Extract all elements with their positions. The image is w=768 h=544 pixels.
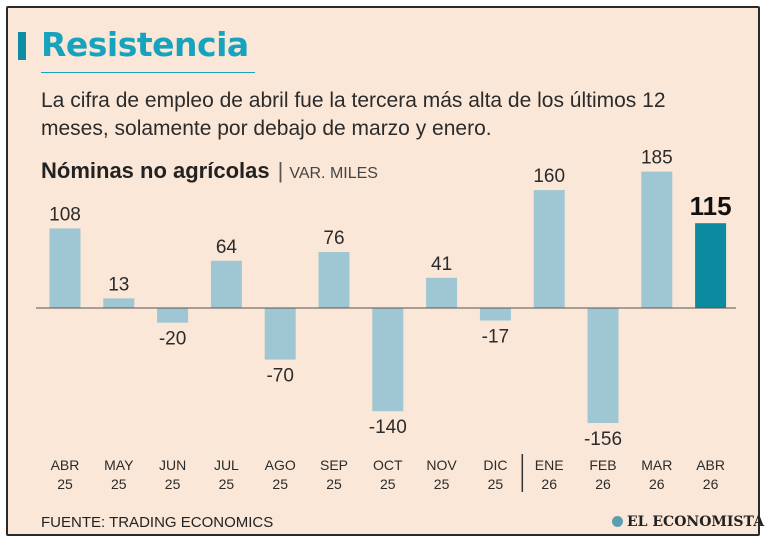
tick-label-month: JUN	[159, 457, 186, 473]
tick-label-year: 25	[380, 476, 396, 492]
value-label: -140	[369, 417, 407, 438]
tick-label-month: FEB	[589, 457, 616, 473]
tick-label-month: AGO	[265, 457, 296, 473]
value-label: -20	[159, 329, 186, 350]
tick-label-month: MAY	[104, 457, 134, 473]
bar-jun-25	[157, 308, 189, 323]
bar-nov-25	[426, 277, 458, 308]
bar-abr-25	[49, 228, 81, 308]
value-label: 160	[533, 166, 565, 187]
bar-chart: 108 13 -20 64 -70 76 -140 41 -17 160 -156 185 115 AB…	[36, 148, 736, 492]
tick-label-year: 26	[649, 476, 665, 492]
bar-sep-25	[318, 252, 350, 308]
value-label: 115	[690, 191, 732, 221]
bar-may-25	[103, 298, 135, 308]
tick-label-month: ABR	[51, 457, 80, 473]
tick-label-year: 25	[111, 476, 127, 492]
brand-logo: EL ECONOMISTA	[612, 514, 764, 530]
tick-label-year: 25	[57, 476, 73, 492]
value-label: 76	[323, 228, 344, 249]
brand-icon	[612, 516, 623, 527]
value-label: 185	[641, 148, 673, 169]
heading-separator: |	[277, 158, 284, 183]
tick-label-year: 25	[326, 476, 342, 492]
value-label: 13	[108, 274, 129, 295]
tick-label-month: MAR	[641, 457, 672, 473]
tick-label-year: 25	[434, 476, 450, 492]
page-title: Resistencia	[41, 25, 249, 64]
value-label: -156	[584, 429, 622, 450]
source-note: FUENTE: TRADING ECONOMICS	[41, 514, 274, 531]
chart-unit-label: VAR. MILES	[289, 165, 378, 182]
bar-jul-25	[210, 260, 242, 308]
tick-label-month: ABR	[696, 457, 725, 473]
tick-label-month: SEP	[320, 457, 348, 473]
value-label: 41	[431, 254, 452, 275]
tick-label-year: 26	[703, 476, 719, 492]
bar-oct-25	[372, 308, 404, 412]
title-accent-bar	[18, 32, 26, 60]
bar-ago-25	[264, 308, 296, 360]
bar-feb-26	[587, 308, 619, 423]
subtitle: La cifra de empleo de abril fue la terce…	[41, 89, 666, 140]
tick-label-month: NOV	[426, 457, 457, 473]
tick-label-month: OCT	[373, 457, 403, 473]
value-label: -17	[482, 327, 509, 348]
tick-label-month: DIC	[483, 457, 507, 473]
tick-label-year: 25	[272, 476, 288, 492]
chart-title: Nóminas no agrícolas	[41, 158, 270, 183]
brand-name: EL ECONOMISTA	[627, 514, 765, 530]
tick-label-month: JUL	[214, 457, 239, 473]
chart-card: Resistencia La cifra de empleo de abril …	[6, 6, 764, 536]
value-label: 64	[216, 237, 238, 258]
tick-label-year: 26	[541, 476, 557, 492]
tick-label-year: 25	[165, 476, 181, 492]
title-underline	[41, 72, 255, 73]
value-label: -70	[266, 366, 293, 387]
value-label: 108	[49, 204, 81, 225]
bar-mar-26	[641, 171, 673, 308]
bar-abr-26	[695, 223, 727, 308]
tick-label-year: 25	[488, 476, 504, 492]
tick-label-month: ENE	[535, 457, 564, 473]
tick-label-year: 25	[219, 476, 235, 492]
chart-heading: Nóminas no agrícolas | VAR. MILES	[41, 158, 378, 184]
tick-label-year: 26	[595, 476, 611, 492]
bar-ene-26	[533, 190, 565, 308]
bar-dic-25	[479, 308, 511, 321]
